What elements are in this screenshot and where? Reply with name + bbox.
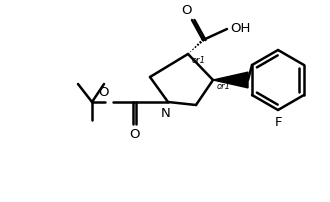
Text: OH: OH [230, 21, 250, 35]
Text: O: O [182, 4, 192, 17]
Text: N: N [161, 107, 171, 120]
Text: O: O [98, 86, 109, 99]
Text: O: O [129, 128, 139, 141]
Polygon shape [213, 72, 248, 88]
Text: or1: or1 [192, 56, 206, 65]
Text: or1: or1 [217, 82, 231, 91]
Text: F: F [274, 116, 282, 129]
